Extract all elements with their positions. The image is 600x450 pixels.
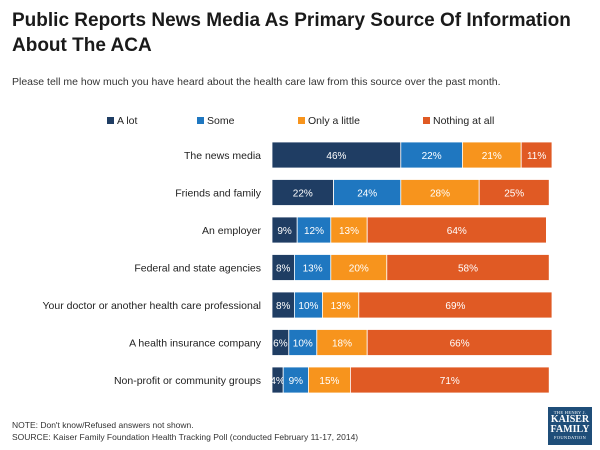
bar-segment: [271, 179, 334, 206]
bar-segment: [400, 179, 480, 206]
bar-segment: [349, 366, 550, 394]
data-label: 25%: [504, 189, 524, 200]
category-label: An employer: [202, 225, 261, 237]
category-label: Your doctor or another health care profe…: [42, 300, 261, 312]
data-label: 8%: [276, 301, 291, 312]
bar-segment: [271, 216, 298, 244]
data-label: 22%: [422, 151, 442, 162]
bar-segment: [366, 216, 547, 244]
data-label: 15%: [319, 376, 339, 387]
data-label: 8%: [276, 264, 291, 275]
logo-line-4: FOUNDATION: [554, 435, 586, 440]
data-label: 18%: [332, 339, 352, 350]
data-label: 22%: [293, 189, 313, 200]
data-label: 10%: [293, 339, 313, 350]
data-label: 10%: [298, 301, 318, 312]
chart-title: Public Reports News Media As Primary Sou…: [12, 10, 571, 56]
data-label: 58%: [458, 264, 478, 275]
bar-segment: [386, 254, 550, 281]
data-label: 21%: [482, 151, 502, 162]
legend-swatch: [197, 117, 204, 124]
data-label: 12%: [304, 226, 324, 237]
legend-swatch: [423, 117, 430, 124]
bar-segment: [366, 329, 553, 356]
category-label: A health insurance company: [129, 338, 262, 350]
legend-swatch: [298, 117, 305, 124]
data-label: 9%: [277, 226, 292, 237]
bar-segment: [461, 141, 522, 169]
chart-subtitle: Please tell me how much you have heard a…: [12, 76, 501, 88]
bar-segment: [321, 291, 360, 319]
legend-swatch: [107, 117, 114, 124]
data-label: 13%: [339, 226, 359, 237]
data-label: 24%: [357, 189, 377, 200]
category-label: The news media: [184, 150, 261, 162]
data-label: 9%: [289, 376, 304, 387]
bar-segment: [271, 141, 402, 169]
data-label: 64%: [447, 226, 467, 237]
data-label: 4%: [270, 376, 285, 387]
bar-segment: [316, 329, 368, 356]
bar-segment: [330, 254, 388, 281]
legend-label: Some: [207, 115, 235, 127]
data-label: 28%: [430, 189, 450, 200]
data-label: 66%: [450, 339, 470, 350]
logo-line-1: THE HENRY J.: [553, 410, 587, 415]
bar-segment: [293, 291, 323, 319]
chart-notes: NOTE: Don't know/Refused answers not sho…: [12, 419, 358, 443]
source-text: SOURCE: Kaiser Family Foundation Health …: [12, 432, 359, 442]
bar-segment: [330, 216, 368, 244]
category-label: Friends and family: [175, 188, 262, 200]
bar-segment: [520, 141, 553, 169]
kff-logo: THE HENRY J. KAISER FAMILY FOUNDATION: [548, 407, 592, 445]
bar-segment: [358, 291, 553, 319]
bar-segment: [307, 366, 351, 394]
bar-segment: [478, 179, 550, 206]
note-text: NOTE: Don't know/Refused answers not sho…: [12, 420, 194, 430]
legend-label: A lot: [117, 115, 138, 127]
category-label: Non-profit or community groups: [114, 375, 261, 387]
logo-line-3: FAMILY: [550, 424, 590, 435]
data-label: 69%: [445, 301, 465, 312]
data-label: 13%: [303, 264, 323, 275]
bar-segment: [293, 254, 332, 281]
data-label: 6%: [273, 339, 288, 350]
data-label: 11%: [527, 151, 546, 162]
data-label: 71%: [440, 376, 460, 387]
data-label: 46%: [326, 151, 346, 162]
legend-label: Only a little: [308, 115, 360, 127]
bar-segment: [282, 366, 309, 394]
logo-line-2: KAISER: [550, 414, 590, 425]
category-label: Federal and state agencies: [134, 263, 261, 275]
legend-label: Nothing at all: [433, 115, 494, 127]
bar-segment: [400, 141, 463, 169]
data-label: 20%: [349, 264, 369, 275]
data-label: 13%: [331, 301, 351, 312]
